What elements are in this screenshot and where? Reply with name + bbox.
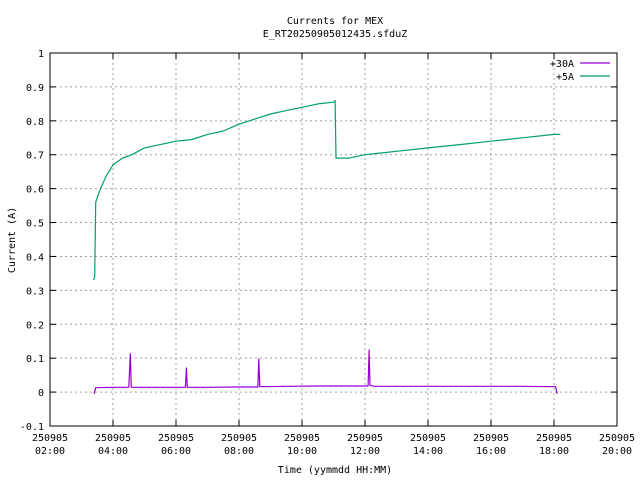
chart-subtitle: E_RT20250905012435.sfduZ: [263, 29, 408, 40]
x-tick-time-label: 04:00: [98, 446, 128, 457]
series-line-30a: [93, 349, 558, 394]
series-lines: [92, 99, 561, 394]
chart-title: Currents for MEX: [287, 16, 383, 27]
x-tick-date-label: 250905: [95, 433, 131, 444]
x-tick-date-label: 250905: [599, 433, 635, 444]
y-tick-label: 0.6: [26, 185, 44, 196]
legend-label-30a: +30A: [550, 59, 574, 70]
plot-frame: [49, 52, 618, 427]
y-axis-label: Current (A): [7, 207, 18, 273]
x-tick-time-label: 14:00: [413, 446, 443, 457]
y-tick-label: 0.5: [26, 219, 44, 230]
x-tick-date-label: 250905: [32, 433, 68, 444]
legend: +30A +5A: [550, 59, 610, 83]
y-tick-label: 0.9: [26, 83, 44, 94]
y-tick-labels: -0.1 0 0.1 0.2 0.3 0.4 0.5 0.6 0.7 0.8 0.9 1: [20, 49, 44, 433]
y-tick-label: 1: [38, 49, 44, 60]
x-tick-date-label: 250905: [221, 433, 257, 444]
legend-label-5a: +5A: [556, 72, 574, 83]
y-tick-label: 0.7: [26, 151, 44, 162]
x-tick-time-label: 12:00: [350, 446, 380, 457]
x-tick-time-label: 08:00: [224, 446, 254, 457]
x-tick-date-label: 250905: [347, 433, 383, 444]
x-tick-time-label: 20:00: [602, 446, 632, 457]
series-line-5a: [92, 99, 561, 281]
x-tick-date-label: 250905: [158, 433, 194, 444]
x-tick-time-label: 18:00: [539, 446, 569, 457]
x-tick-date-label: 250905: [473, 433, 509, 444]
axis-ticks: [49, 52, 618, 427]
x-tick-date-label: 250905: [410, 433, 446, 444]
x-tick-date-label: 250905: [284, 433, 320, 444]
x-tick-date-label: 250905: [536, 433, 572, 444]
y-tick-label: 0.3: [26, 286, 44, 297]
y-tick-label: 0.2: [26, 320, 44, 331]
y-tick-label: -0.1: [20, 422, 44, 433]
x-tick-time-label: 10:00: [287, 446, 317, 457]
x-tick-time-label: 06:00: [161, 446, 191, 457]
y-tick-label: 0.8: [26, 117, 44, 128]
x-tick-time-label: 02:00: [35, 446, 65, 457]
x-tick-labels: 250905 02:00 250905 04:00 250905 06:00 250905 0…: [32, 433, 635, 457]
y-tick-label: 0.4: [26, 252, 44, 263]
y-tick-label: 0.1: [26, 354, 44, 365]
grid: [50, 53, 617, 426]
y-tick-label: 0: [38, 388, 44, 399]
x-axis-label: Time (yymmdd HH:MM): [278, 465, 392, 476]
x-tick-time-label: 16:00: [476, 446, 506, 457]
